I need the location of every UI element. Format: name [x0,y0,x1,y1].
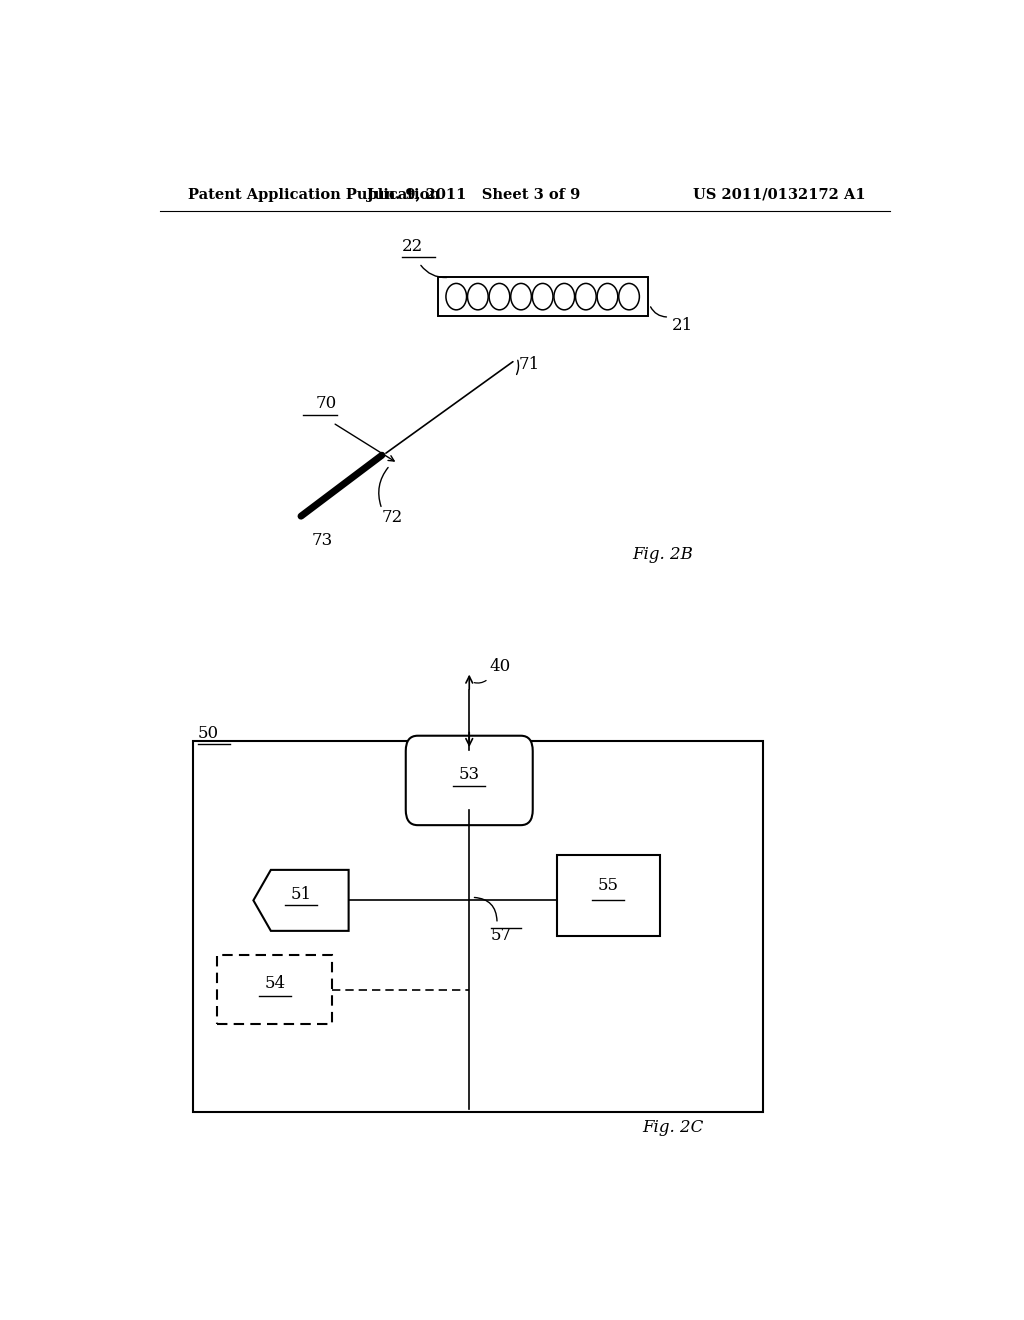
Text: Fig. 2C: Fig. 2C [642,1118,703,1135]
Text: 50: 50 [198,725,219,742]
Bar [217,956,332,1024]
Text: Jun. 9, 2011   Sheet 3 of 9: Jun. 9, 2011 Sheet 3 of 9 [367,187,580,202]
Text: 51: 51 [291,886,311,903]
Circle shape [468,284,488,310]
Text: 40: 40 [489,657,510,675]
Circle shape [618,284,639,310]
Text: 57: 57 [490,927,512,944]
Text: 22: 22 [401,238,423,255]
Circle shape [511,284,531,310]
Circle shape [445,284,467,310]
Circle shape [575,284,596,310]
Text: 72: 72 [382,510,403,527]
Text: 53: 53 [459,766,480,783]
Text: US 2011/0132172 A1: US 2011/0132172 A1 [693,187,866,202]
Text: 70: 70 [315,396,337,412]
FancyBboxPatch shape [406,735,532,825]
Circle shape [489,284,510,310]
Text: Fig. 2B: Fig. 2B [632,546,693,564]
Text: 54: 54 [264,975,286,993]
Bar [194,741,763,1111]
Text: 71: 71 [518,356,540,372]
Bar [557,854,659,936]
Circle shape [532,284,553,310]
Bar [437,277,648,315]
Text: 55: 55 [598,876,618,894]
Circle shape [554,284,574,310]
Text: 21: 21 [672,317,693,334]
Text: 73: 73 [311,532,333,549]
Circle shape [597,284,617,310]
Text: Patent Application Publication: Patent Application Publication [187,187,439,202]
Polygon shape [253,870,348,931]
